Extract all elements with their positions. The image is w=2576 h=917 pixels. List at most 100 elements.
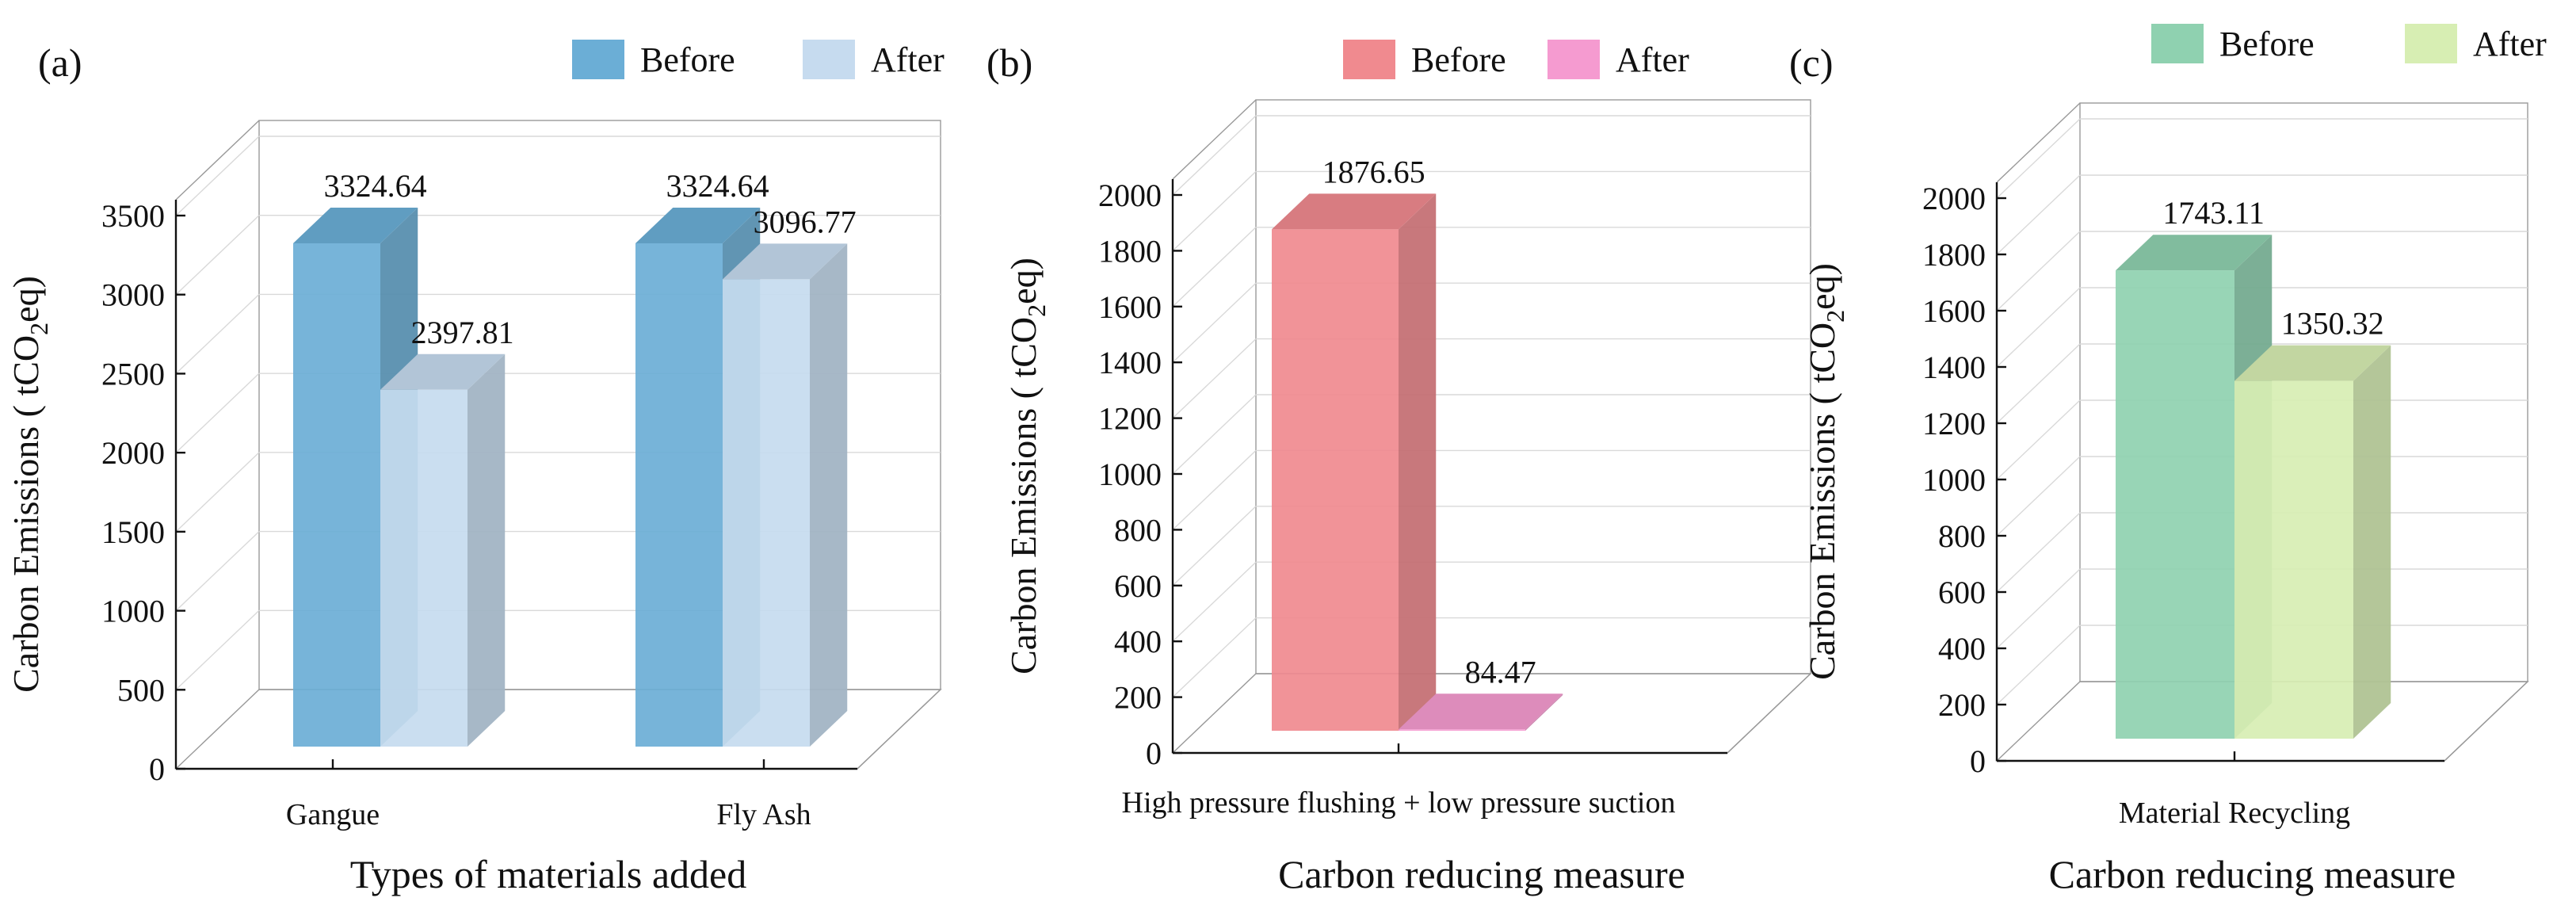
legend-label: Before bbox=[1411, 40, 1506, 79]
y-tick-label: 500 bbox=[117, 672, 165, 708]
bar-side-before bbox=[1399, 193, 1437, 732]
bar-top-after bbox=[723, 243, 848, 280]
bar-side-after bbox=[467, 353, 506, 747]
y-tick-label: 400 bbox=[1114, 624, 1162, 659]
frame-edge bbox=[175, 120, 260, 201]
y-tick-label: 1600 bbox=[1098, 289, 1162, 325]
y-axis-title: Carbon Emissions ( tCO2eq) bbox=[1802, 263, 1849, 680]
bar-before bbox=[635, 243, 723, 747]
legend-swatch-before bbox=[1343, 40, 1395, 79]
frame-edge bbox=[1172, 99, 1257, 180]
y-tick-label: 0 bbox=[1146, 736, 1162, 771]
bar-top-after bbox=[1399, 693, 1563, 730]
legend-label: After bbox=[871, 40, 945, 79]
gridline bbox=[1996, 343, 2081, 424]
gridline bbox=[1996, 118, 2081, 199]
legend-swatch-after bbox=[1548, 40, 1600, 79]
y-tick-label: 2000 bbox=[1922, 181, 1986, 216]
y-axis-title-main: Carbon Emissions ( tCO bbox=[1003, 317, 1044, 674]
gridline bbox=[175, 531, 260, 612]
x-axis-title: Types of materials added bbox=[350, 852, 747, 896]
y-tick-label: 200 bbox=[1938, 687, 1986, 723]
bar-side-after bbox=[1525, 693, 1563, 731]
gridline bbox=[1996, 174, 2081, 255]
bar-after bbox=[2234, 380, 2353, 739]
bar-before bbox=[1272, 229, 1399, 731]
y-tick-label: 1000 bbox=[1922, 462, 1986, 498]
bar-after bbox=[380, 389, 467, 747]
bar-top-after bbox=[2234, 345, 2391, 381]
legend-swatch-before bbox=[2151, 24, 2204, 63]
y-tick-label: 1500 bbox=[101, 514, 165, 550]
y-tick-label: 200 bbox=[1114, 680, 1162, 716]
y-axis-title-subscript: 2 bbox=[25, 323, 53, 335]
y-tick-label: 1800 bbox=[1922, 237, 1986, 273]
y-tick-label: 0 bbox=[1970, 743, 1986, 779]
y-tick-label: 2000 bbox=[1098, 178, 1162, 213]
bar-top-before bbox=[1272, 193, 1437, 230]
gridline bbox=[175, 373, 260, 453]
data-label: 3324.64 bbox=[666, 168, 769, 204]
y-tick-label: 1400 bbox=[1098, 345, 1162, 380]
gridline bbox=[1172, 338, 1257, 419]
x-axis-title: Carbon reducing measure bbox=[1278, 852, 1685, 896]
gridline bbox=[1172, 227, 1257, 308]
gridline bbox=[175, 293, 260, 374]
legend-swatch-after bbox=[2405, 24, 2457, 63]
bar-top-before bbox=[293, 207, 418, 243]
legend-swatch-before bbox=[572, 40, 624, 79]
y-tick-label: 800 bbox=[1114, 512, 1162, 548]
y-axis-title-unit: eq) bbox=[1802, 263, 1842, 310]
y-tick-label: 3000 bbox=[101, 277, 165, 313]
gridline bbox=[1996, 456, 2081, 537]
gridline bbox=[1172, 617, 1257, 698]
frame-edge bbox=[857, 689, 941, 770]
panel-tag: (a) bbox=[38, 40, 82, 85]
legend-label: Before bbox=[640, 40, 735, 79]
y-tick-label: 600 bbox=[1938, 575, 1986, 610]
bar-top-before bbox=[635, 207, 761, 243]
category-label: Fly Ash bbox=[716, 798, 811, 831]
gridline bbox=[1996, 231, 2081, 311]
panel-c: 0 200 400 600 800 1000 1200 1400 1600 1800 2000 174… bbox=[1789, 24, 2547, 896]
category-label: Material Recycling bbox=[2119, 797, 2350, 830]
y-axis-title-subscript: 2 bbox=[1821, 310, 1849, 323]
y-tick-label: 2500 bbox=[101, 356, 165, 392]
data-label: 84.47 bbox=[1465, 654, 1536, 690]
y-axis-title-unit: eq) bbox=[6, 276, 46, 323]
y-axis-title-main: Carbon Emissions ( tCO bbox=[1802, 323, 1842, 680]
y-tick-label: 2000 bbox=[101, 435, 165, 471]
gridline bbox=[1172, 506, 1257, 586]
y-tick-label: 1200 bbox=[1922, 406, 1986, 441]
bar-after bbox=[1399, 729, 1525, 731]
legend-label: After bbox=[2473, 25, 2547, 63]
y-axis-title-main: Carbon Emissions ( tCO bbox=[6, 335, 46, 693]
y-tick-label: 600 bbox=[1114, 568, 1162, 604]
bar-top-before bbox=[2116, 235, 2273, 271]
frame-edge bbox=[2444, 681, 2528, 762]
gridline bbox=[1996, 287, 2081, 368]
y-tick-label: 3500 bbox=[101, 198, 165, 234]
data-label: 3096.77 bbox=[754, 204, 857, 239]
y-tick-label: 1000 bbox=[101, 594, 165, 629]
gridline bbox=[175, 215, 260, 296]
gridline bbox=[1172, 449, 1257, 530]
data-label: 1350.32 bbox=[2281, 306, 2384, 342]
gridline bbox=[1996, 399, 2081, 480]
bar-top-after bbox=[380, 353, 506, 390]
y-tick-label: 1200 bbox=[1098, 401, 1162, 437]
gridline bbox=[1172, 282, 1257, 363]
data-label: 1743.11 bbox=[2162, 195, 2265, 231]
y-axis-title: Carbon Emissions ( tCO2eq) bbox=[1003, 258, 1051, 674]
y-tick-label: 1000 bbox=[1098, 457, 1162, 492]
x-axis-title: Carbon reducing measure bbox=[2049, 852, 2456, 896]
category-label: High pressure flushing + low pressure su… bbox=[1122, 786, 1676, 820]
y-tick-label: 1600 bbox=[1922, 293, 1986, 329]
legend-swatch-after bbox=[803, 40, 855, 79]
gridline bbox=[1172, 561, 1257, 642]
bar-side-after bbox=[810, 243, 848, 747]
gridline bbox=[175, 452, 260, 533]
data-label: 1876.65 bbox=[1322, 154, 1425, 189]
bar-side-after bbox=[2353, 345, 2391, 739]
gridline bbox=[1172, 115, 1257, 196]
